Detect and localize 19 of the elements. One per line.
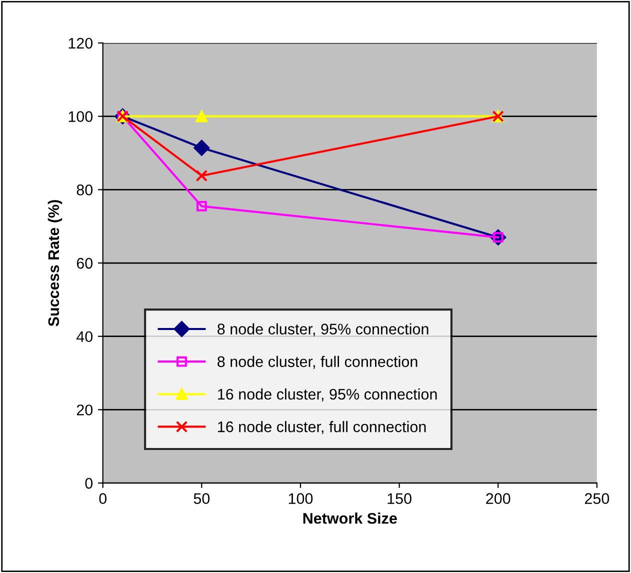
x-tick-label: 100 <box>288 493 313 504</box>
legend-label: 8 node cluster, 95% connection <box>218 323 428 336</box>
legend-label: 8 node cluster, full connection <box>218 356 418 369</box>
y-tick-label: 60 <box>76 258 93 269</box>
x-axis-title: Network Size <box>303 512 397 524</box>
legend-label: 16 node cluster, 95% connection <box>218 388 437 402</box>
y-tick-label: 100 <box>68 111 93 122</box>
y-tick-label: 80 <box>76 184 93 196</box>
x-tick-label: 50 <box>194 493 210 504</box>
y-axis-title: Success Rate (%) <box>48 200 62 326</box>
x-tick-label: 200 <box>486 493 510 504</box>
y-tick-label: 0 <box>85 478 93 489</box>
x-tick-label: 0 <box>99 493 107 504</box>
legend-label: 16 node cluster, full connection <box>218 421 426 434</box>
y-tick-label: 20 <box>76 404 93 416</box>
y-tick-label: 40 <box>76 331 93 342</box>
y-tick-label: 120 <box>68 38 93 49</box>
x-tick-label: 150 <box>388 493 412 504</box>
x-tick-label: 250 <box>584 493 610 504</box>
